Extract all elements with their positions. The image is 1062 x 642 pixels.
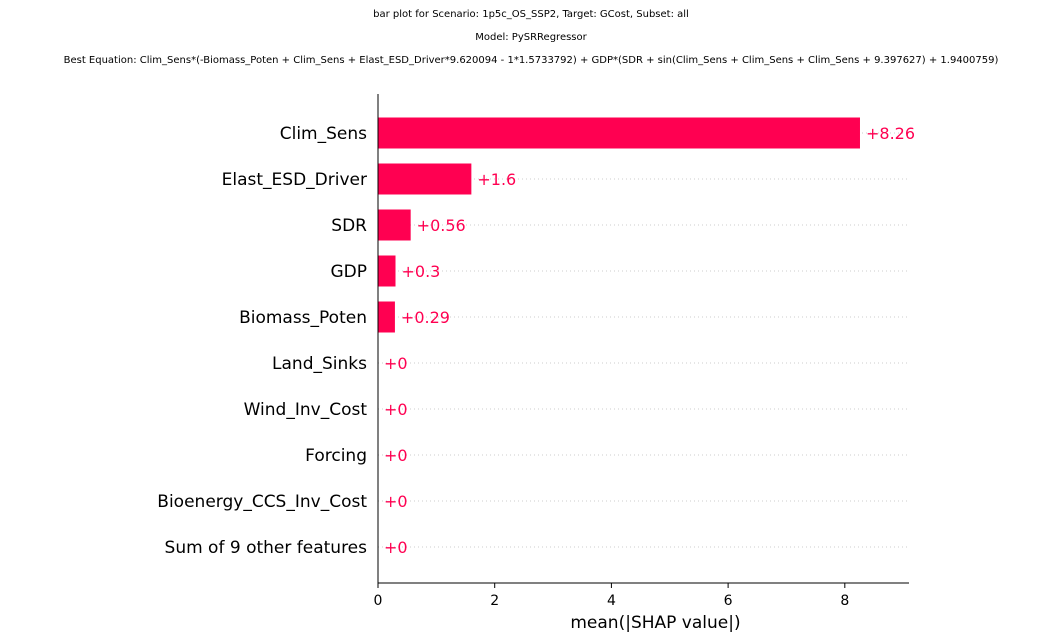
value-label: +0 [384,492,408,511]
value-label: +0.29 [401,308,450,327]
x-tick-label: 4 [607,593,616,609]
category-label: Land_Sinks [272,354,367,374]
category-label: Biomass_Poten [239,308,367,328]
x-tick-label: 2 [490,593,499,609]
category-label: Sum of 9 other features [165,538,368,558]
value-label: +8.26 [866,124,915,143]
category-label: Elast_ESD_Driver [222,170,367,190]
value-label: +0 [384,538,408,557]
bar [378,301,395,333]
bar [378,163,472,195]
value-label: +0.56 [417,216,466,235]
category-label: Forcing [305,446,367,466]
x-tick-label: 0 [374,593,383,609]
bar [378,117,860,149]
chart-title-line-2: Model: PySRRegressor [475,32,587,43]
bar [378,255,396,287]
chart-title-line-3: Best Equation: Clim_Sens*(-Biomass_Poten… [63,55,999,66]
x-tick-label: 8 [840,593,849,609]
category-label: SDR [331,216,367,236]
x-tick-label: 6 [724,593,733,609]
value-label: +0 [384,400,408,419]
value-label: +0 [384,354,408,373]
value-label: +0 [384,446,408,465]
x-axis-label: mean(|SHAP value|) [570,613,740,633]
value-label: +0.3 [402,262,441,281]
category-label: Wind_Inv_Cost [244,400,368,420]
value-label: +1.6 [477,170,516,189]
category-label: GDP [330,262,367,282]
chart-title-line-1: bar plot for Scenario: 1p5c_OS_SSP2, Tar… [373,9,689,20]
category-label: Clim_Sens [280,124,367,144]
bar [378,209,411,241]
category-label: Bioenergy_CCS_Inv_Cost [157,492,367,512]
